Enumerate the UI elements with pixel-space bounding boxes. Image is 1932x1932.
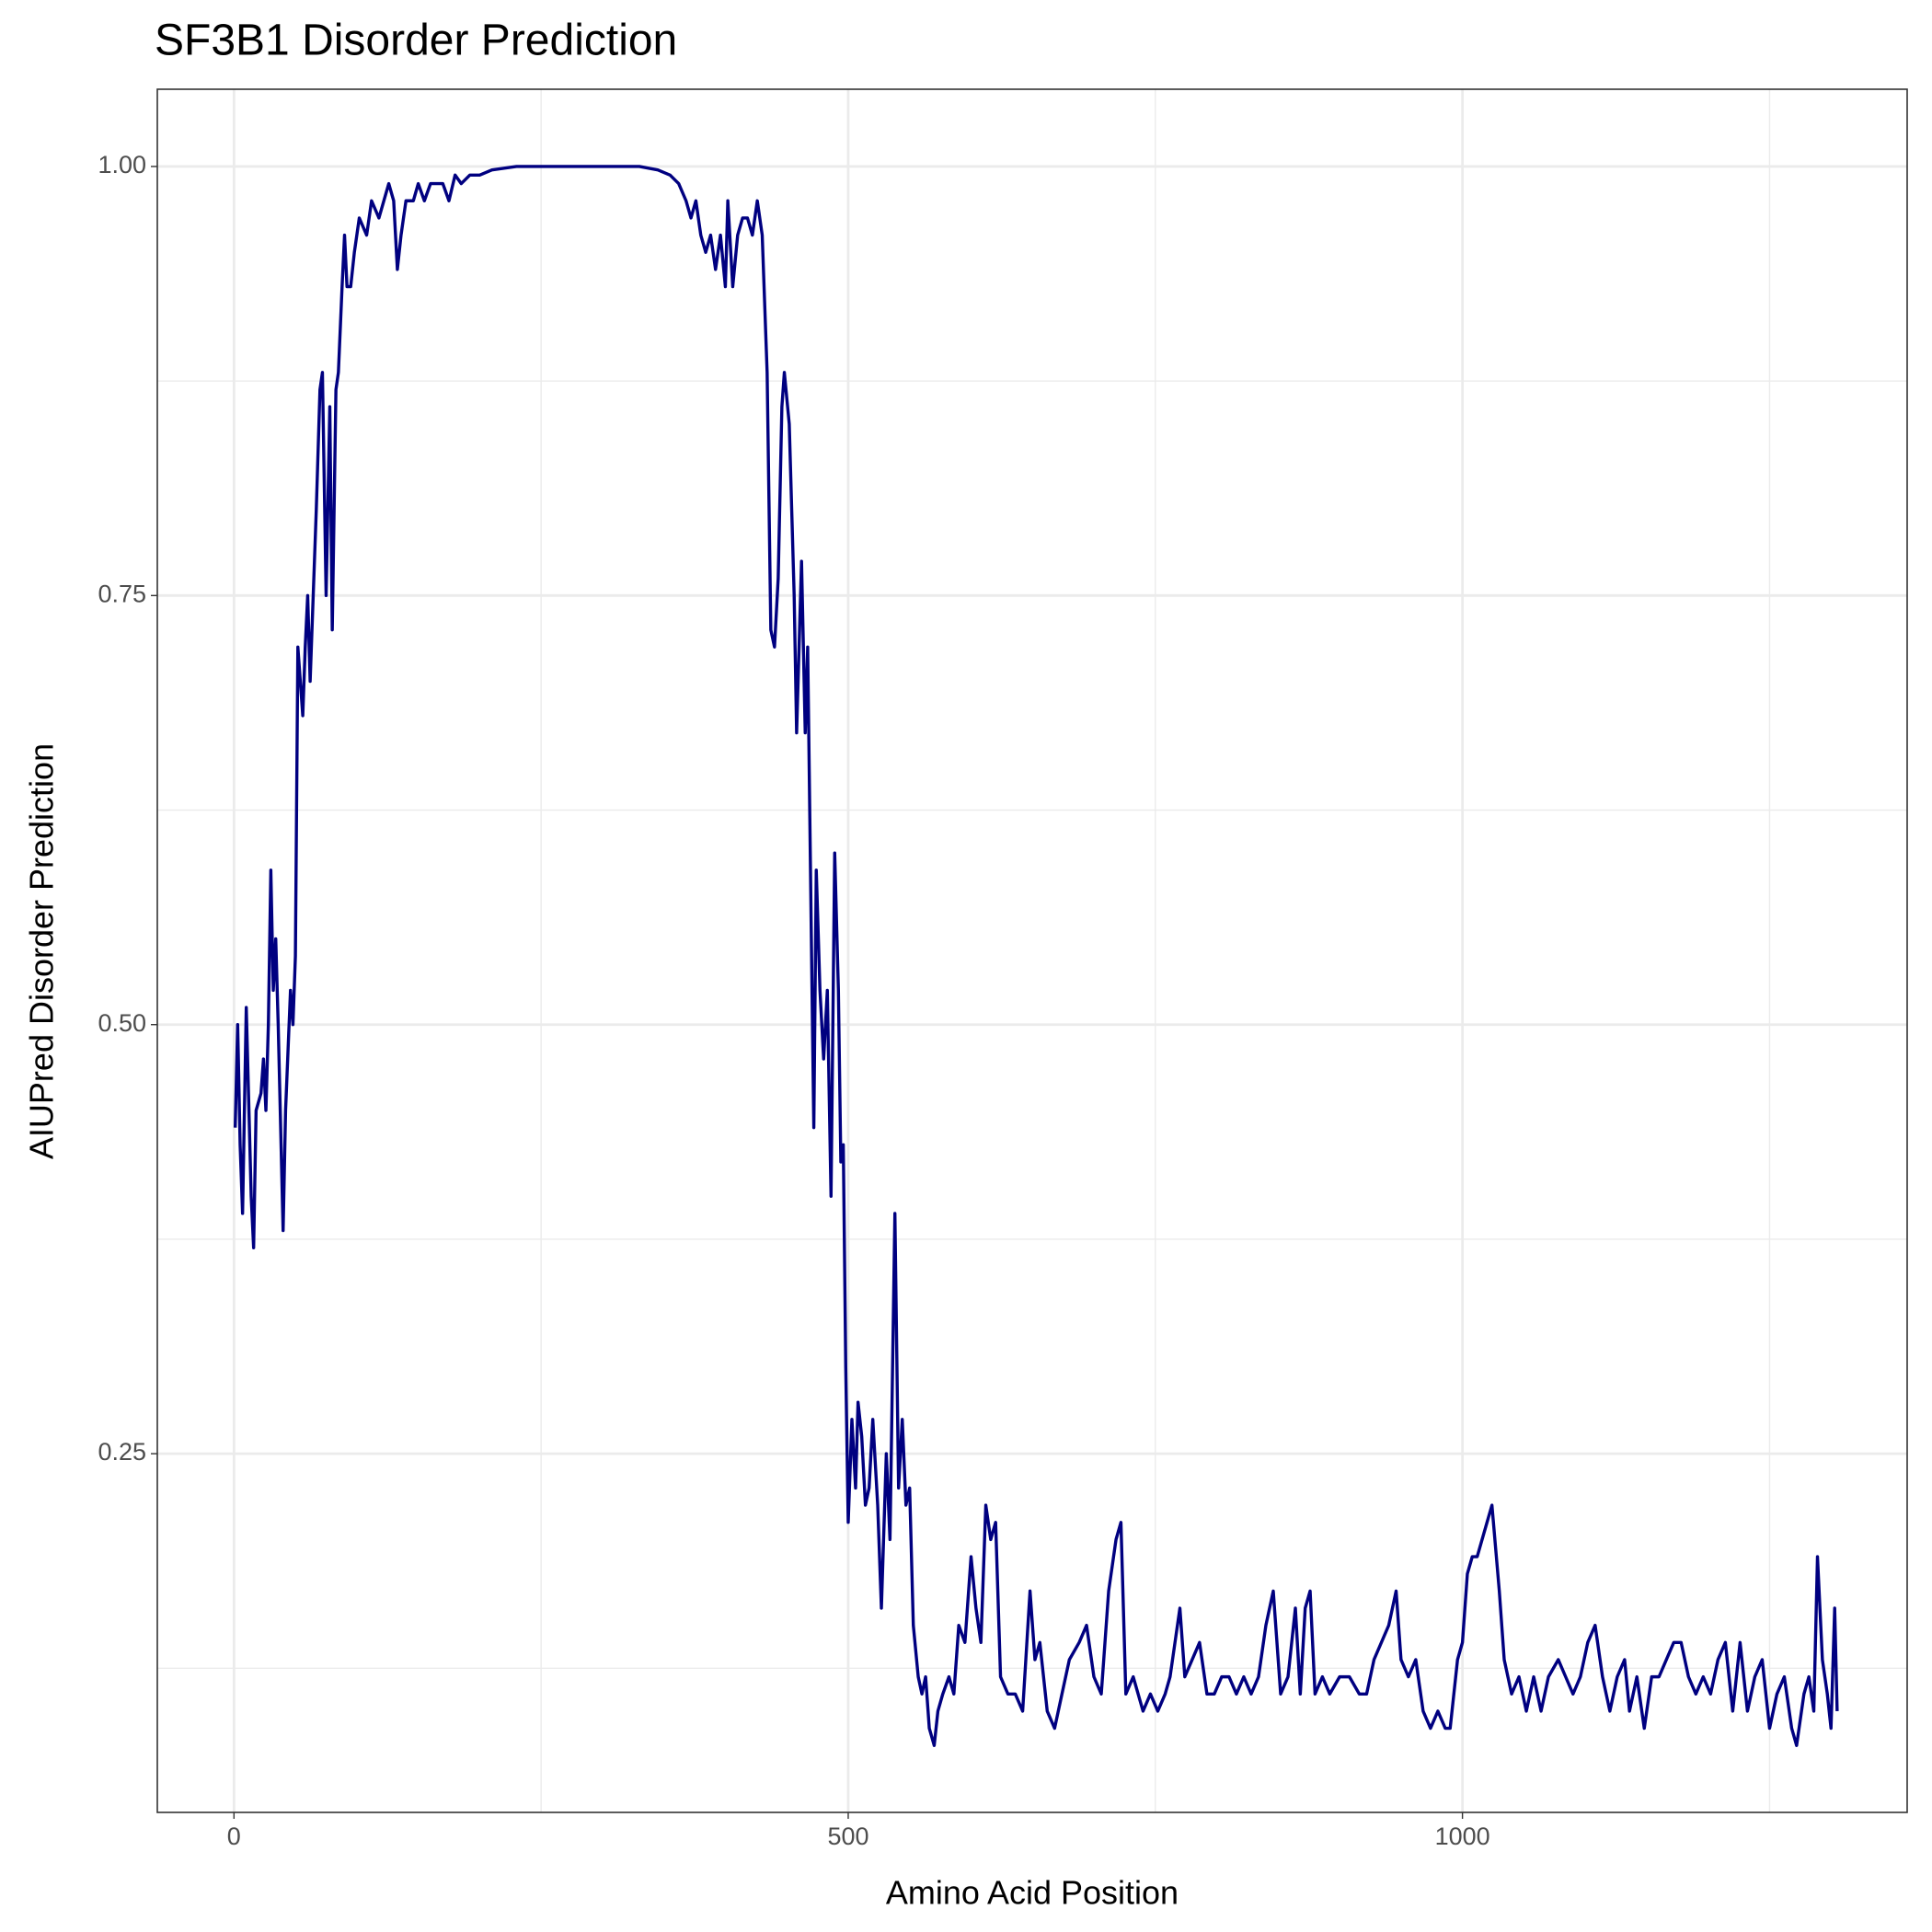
plot-background xyxy=(157,89,1907,1812)
x-tick-label: 0 xyxy=(227,1823,241,1850)
x-tick-label: 1000 xyxy=(1435,1823,1490,1850)
chart-title: SF3B1 Disorder Prediction xyxy=(155,17,677,65)
y-tick-label: 0.25 xyxy=(98,1438,146,1466)
plot-border xyxy=(156,88,1908,1813)
x-tick-label: 500 xyxy=(827,1823,868,1850)
y-tick-label: 0.50 xyxy=(98,1009,146,1037)
y-tick-label: 0.75 xyxy=(98,580,146,607)
x-axis-title: Amino Acid Position xyxy=(886,1874,1179,1912)
y-tick-label: 1.00 xyxy=(98,151,146,178)
disorder-line xyxy=(233,165,1839,1747)
y-axis-title: AIUPred Disorder Prediction xyxy=(23,743,61,1159)
